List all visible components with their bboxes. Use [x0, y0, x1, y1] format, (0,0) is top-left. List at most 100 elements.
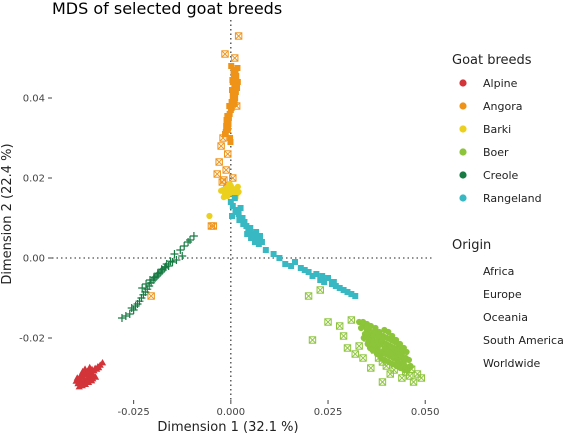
point-angora — [225, 125, 232, 131]
series-alpine-europe — [72, 359, 107, 390]
legend-goat-breeds: Goat breeds Alpine Angora Barki Boer Creole R… — [452, 53, 542, 205]
point-angora — [231, 81, 238, 87]
legend-key-barki — [459, 125, 467, 133]
legend-key-boer — [459, 148, 467, 156]
point-angora — [229, 174, 237, 182]
point-boer — [316, 286, 324, 294]
point-boer — [383, 346, 390, 353]
point-creole — [161, 262, 170, 271]
point-rangeland — [262, 247, 269, 253]
point-rangeland — [229, 203, 236, 209]
point-barki — [234, 183, 241, 190]
point-angora — [229, 93, 236, 99]
point-alpine — [86, 363, 94, 371]
point-boer — [409, 378, 418, 386]
point-rangeland — [251, 239, 258, 245]
point-rangeland — [236, 217, 243, 223]
point-rangeland — [249, 231, 256, 237]
point-alpine — [81, 380, 90, 387]
x-tick-label: 0.000 — [217, 407, 246, 418]
point-rangeland — [244, 231, 251, 237]
point-rangeland — [288, 263, 295, 269]
point-boer — [394, 358, 402, 366]
point-boer — [369, 340, 376, 348]
point-rangeland — [305, 269, 312, 275]
chart-title: MDS of selected goat breeds — [52, 0, 282, 18]
legend-label-oceania: Oceania — [483, 311, 528, 324]
point-angora — [228, 99, 235, 105]
point-rangeland — [248, 235, 255, 241]
point-creole — [143, 285, 152, 294]
legend-key-creole — [459, 171, 467, 179]
point-boer — [371, 328, 378, 335]
point-creole — [135, 297, 144, 306]
point-creole — [180, 242, 189, 250]
point-angora — [228, 63, 235, 69]
point-rangeland — [258, 239, 265, 245]
point-creole — [129, 306, 138, 314]
point-barki — [226, 180, 233, 188]
y-axis: -0.02 0.00 0.02 0.04 — [19, 94, 52, 345]
point-angora — [234, 65, 241, 71]
point-rangeland — [317, 277, 324, 283]
point-rangeland — [309, 273, 316, 279]
legend-key-oceania — [460, 314, 466, 320]
point-boer — [359, 318, 367, 326]
point-boer — [370, 346, 379, 354]
point-boer — [387, 350, 394, 357]
x-tick-label: 0.025 — [314, 407, 343, 418]
point-angora — [217, 142, 225, 150]
point-boer — [367, 364, 375, 372]
point-angora — [232, 89, 239, 95]
point-rangeland — [321, 279, 328, 285]
point-boer — [335, 322, 344, 330]
x-tick-label: -0.025 — [118, 407, 150, 418]
point-angora — [222, 166, 230, 174]
point-angora — [233, 73, 240, 79]
point-boer — [357, 324, 365, 332]
legend-goat-breeds-title: Goat breeds — [452, 53, 532, 68]
point-boer — [394, 359, 402, 366]
legend-key-rangeland — [459, 194, 467, 202]
point-angora — [225, 121, 232, 127]
point-angora — [213, 170, 221, 178]
point-alpine — [91, 373, 100, 380]
point-boer — [374, 354, 383, 362]
point-rangeland — [344, 289, 351, 295]
point-angora — [234, 79, 241, 85]
point-boer — [339, 332, 348, 340]
point-alpine — [88, 377, 96, 384]
legend-label-south-america: South America — [483, 334, 564, 347]
point-boer — [379, 336, 386, 343]
point-boer — [405, 356, 412, 364]
point-boer — [389, 332, 396, 340]
point-alpine — [76, 372, 84, 379]
point-boer — [386, 370, 394, 378]
point-angora — [234, 85, 241, 91]
legend-label-worldwide: Worldwide — [483, 357, 541, 370]
legend-label-barki: Barki — [483, 123, 511, 136]
point-creole — [153, 269, 162, 278]
point-rangeland — [237, 205, 244, 211]
point-boer — [400, 344, 407, 352]
point-angora — [228, 105, 235, 111]
point-boer — [308, 336, 317, 344]
point-creole — [186, 236, 195, 244]
point-boer — [398, 374, 406, 382]
legend-label-creole: Creole — [483, 169, 519, 182]
x-tick-label: 0.050 — [411, 407, 440, 418]
point-boer — [363, 334, 371, 342]
point-angora — [227, 135, 234, 141]
point-creole — [172, 256, 181, 264]
legend-key-europe — [459, 290, 467, 297]
point-creole — [125, 310, 134, 318]
legend-label-europe: Europe — [483, 288, 522, 301]
point-rangeland — [282, 261, 289, 267]
point-boer — [351, 350, 359, 358]
y-tick-label: 0.00 — [23, 254, 45, 265]
point-angora — [215, 158, 223, 166]
point-rangeland — [325, 275, 332, 281]
legend-key-angora — [459, 102, 467, 110]
point-rangeland — [256, 233, 263, 239]
point-creole — [142, 280, 151, 288]
